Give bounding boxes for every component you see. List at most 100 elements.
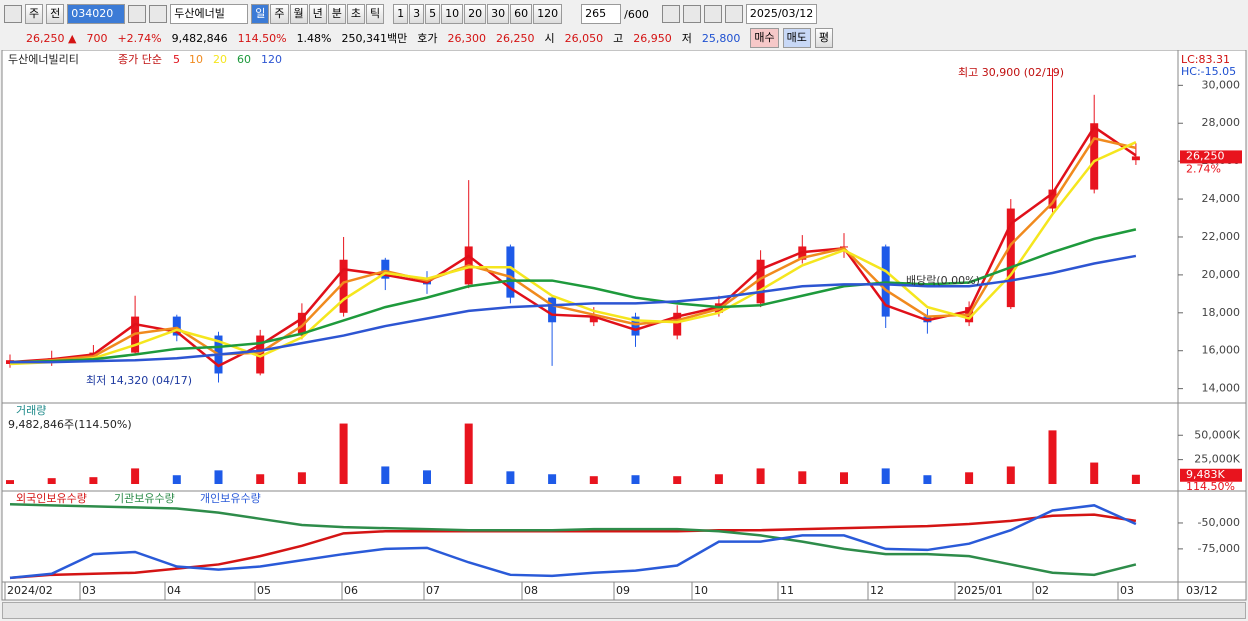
cursor-date: 03/12 — [1186, 584, 1218, 597]
avg-button[interactable]: 평 — [814, 28, 833, 48]
holding-line — [9, 513, 1137, 580]
volume-bar — [1090, 462, 1099, 484]
x-tick-label: 02 — [1035, 584, 1049, 597]
candle-body — [589, 316, 598, 323]
candle-body — [1048, 189, 1057, 209]
interval-button[interactable]: 5 — [425, 4, 441, 24]
search-icon[interactable] — [128, 5, 147, 23]
interval-button[interactable]: 30 — [487, 4, 510, 24]
x-tick-label: 09 — [616, 584, 630, 597]
candle-body — [548, 297, 557, 323]
volume-bar — [297, 472, 306, 484]
volume-bar — [548, 474, 557, 484]
market-button[interactable]: 주 — [25, 4, 44, 24]
y-tick-label: 28,000 — [1202, 116, 1241, 129]
x-tick-label: 05 — [257, 584, 271, 597]
period-button[interactable]: 년 — [308, 4, 327, 24]
volume-bar — [381, 466, 390, 484]
candle-body — [381, 259, 390, 279]
candle-body — [631, 316, 640, 336]
menu-icon[interactable] — [4, 5, 22, 23]
stock-name: 두산에너빌 — [170, 4, 249, 24]
scrollbar[interactable] — [2, 602, 1246, 619]
count-input[interactable]: 265 — [581, 4, 622, 24]
prev-button[interactable]: 전 — [46, 4, 65, 24]
x-tick-label: 08 — [524, 584, 538, 597]
turnover-rate: 1.48% — [296, 31, 332, 45]
candle-body — [506, 246, 515, 298]
volume-bar — [589, 476, 598, 484]
legend-entry: 5 — [173, 53, 180, 66]
panel-subtitle: 9,482,846주(114.50%) — [8, 418, 132, 431]
date-input[interactable]: 2025/03/12 — [745, 4, 818, 24]
legend-entry: 20 — [213, 53, 227, 66]
last-price-label: 26,250 — [1186, 149, 1225, 162]
period-button[interactable]: 초 — [346, 4, 365, 24]
volume-bar — [506, 471, 515, 484]
period-button[interactable]: 틱 — [366, 4, 385, 24]
save-icon[interactable] — [703, 5, 722, 23]
open-label: 시 — [544, 32, 555, 45]
buy-button[interactable]: 매수 — [750, 28, 779, 48]
interval-group: 1 3 5 10 20 30 60 120 — [393, 4, 563, 24]
interval-button[interactable]: 120 — [533, 4, 563, 24]
period-button[interactable]: 주 — [270, 4, 289, 24]
volume-bar — [923, 475, 932, 484]
ma-line — [10, 254, 1137, 364]
x-tick-label: 07 — [426, 584, 440, 597]
chart: 14,00016,00018,00020,00022,00024,00026,0… — [1, 50, 1247, 601]
volume-bar — [172, 475, 181, 484]
volume-bar — [881, 468, 890, 484]
last-ratio-label: 114.50% — [1186, 480, 1235, 493]
lc-label: LC:83.31 — [1181, 53, 1230, 66]
period-button[interactable]: 월 — [289, 4, 308, 24]
holding-line — [9, 503, 1137, 577]
tool-icon[interactable] — [682, 5, 701, 23]
interval-button[interactable]: 10 — [441, 4, 464, 24]
interval-button[interactable]: 20 — [464, 4, 487, 24]
volume-bar — [673, 476, 682, 484]
ma-line — [9, 228, 1137, 364]
volume-bar — [464, 423, 473, 484]
interval-button[interactable]: 1 — [393, 4, 409, 24]
tool-icon[interactable] — [661, 5, 680, 23]
interval-button[interactable]: 3 — [409, 4, 425, 24]
y-tick-label: 24,000 — [1202, 192, 1241, 205]
x-tick-label: 03 — [82, 584, 96, 597]
x-tick-label: 03 — [1120, 584, 1134, 597]
code-input[interactable]: 034020 — [67, 4, 126, 24]
open: 26,050 — [564, 31, 604, 45]
candle-body — [1131, 156, 1140, 161]
y-tick-label: 50,000K — [1194, 428, 1240, 441]
volume-bar — [6, 480, 14, 484]
sound-icon[interactable] — [149, 5, 168, 23]
panel-title: 거래량 — [16, 404, 46, 417]
candle-body — [339, 259, 348, 313]
legend-entry: 외국인보유수량 — [16, 492, 87, 505]
candle-body — [256, 335, 265, 374]
info-bar: 26,250 ▲ 700 +2.74% 9,482,846 114.50% 1.… — [0, 28, 1248, 48]
period-button[interactable]: 분 — [327, 4, 346, 24]
period-button[interactable]: 일 — [251, 4, 270, 24]
interval-button[interactable]: 60 — [510, 4, 533, 24]
candle-body — [1090, 123, 1099, 190]
sell-button[interactable]: 매도 — [782, 28, 811, 48]
volume-ratio: 114.50% — [237, 31, 287, 45]
volume-bar — [756, 468, 765, 484]
x-tick-label: 10 — [694, 584, 708, 597]
volume-bar — [423, 470, 431, 484]
volume-bar — [89, 477, 98, 484]
last-volume-label: 9,483K — [1186, 468, 1225, 481]
x-tick-label: 2024/02 — [7, 584, 53, 597]
volume-bar — [840, 472, 848, 484]
candle-body — [1006, 208, 1015, 308]
y-tick-label: 20,000 — [1202, 268, 1241, 281]
settings-icon[interactable] — [724, 5, 743, 23]
last-change-label: 2.74% — [1186, 162, 1221, 175]
bid: 26,250 — [496, 31, 535, 45]
change: 700 — [86, 31, 108, 45]
y-tick-label: -75,000 — [1198, 542, 1240, 555]
